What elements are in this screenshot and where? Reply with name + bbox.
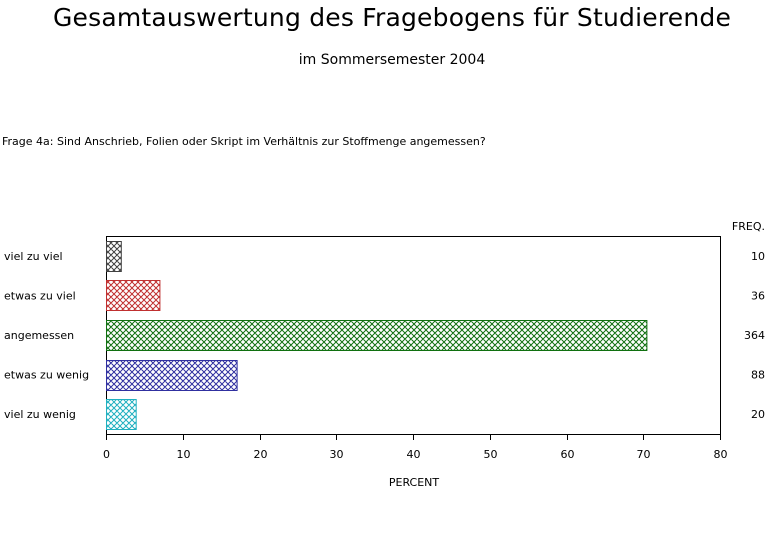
category-label: etwas zu wenig [4,369,89,382]
category-label: viel zu viel [4,250,63,263]
freq-value: 36 [751,289,765,302]
x-axis-label: PERCENT [389,476,440,489]
category-label: viel zu wenig [4,408,76,421]
bar-etwas-zu-wenig [106,360,238,391]
x-tick-label: 40 [407,448,421,461]
x-tick-label: 60 [561,448,575,461]
freq-header: FREQ. [732,220,765,233]
bar-viel-zu-wenig [106,399,137,430]
freq-value: 364 [744,329,765,342]
x-tick-label: 20 [254,448,268,461]
x-tick-label: 50 [484,448,498,461]
x-tick-label: 80 [714,448,728,461]
bar-viel-zu-viel [106,241,122,272]
x-tick-label: 10 [177,448,191,461]
bar-angemessen [106,320,648,351]
x-tick-label: 30 [330,448,344,461]
bar-etwas-zu-viel [106,280,161,311]
question-text: Frage 4a: Sind Anschrieb, Folien oder Sk… [2,135,486,148]
category-label: angemessen [4,329,74,342]
chart-title: Gesamtauswertung des Fragebogens für Stu… [52,3,732,32]
category-label: etwas zu viel [4,289,76,302]
x-tick-label: 0 [103,448,110,461]
freq-value: 10 [751,250,765,263]
freq-value: 20 [751,408,765,421]
freq-value: 88 [751,369,765,382]
x-tick-label: 70 [637,448,651,461]
chart-subtitle: im Sommersemester 2004 [298,52,486,68]
